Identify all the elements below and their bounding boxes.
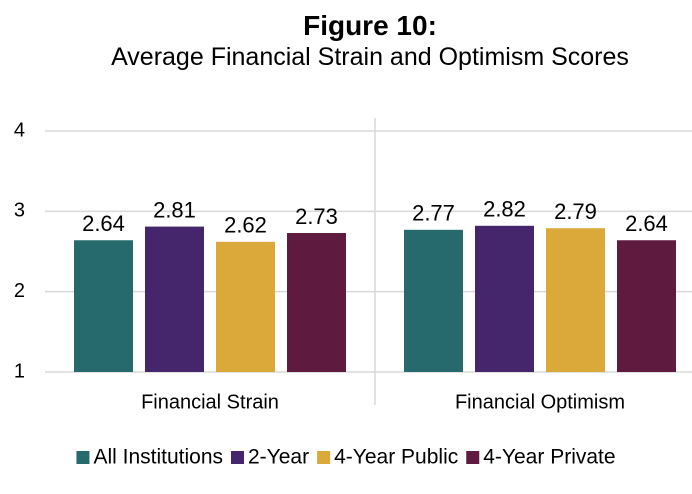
chart-title: Figure 10: bbox=[303, 10, 437, 41]
data-label: 2.64 bbox=[82, 211, 125, 236]
data-label: 2.82 bbox=[483, 197, 526, 222]
legend-swatch bbox=[466, 451, 480, 464]
legend-swatch bbox=[76, 451, 90, 464]
data-label: 2.79 bbox=[554, 199, 597, 224]
bar bbox=[617, 240, 676, 372]
x-tick-label: Financial Strain bbox=[141, 391, 279, 413]
bar bbox=[475, 225, 534, 372]
legend-label: 4-Year Public bbox=[334, 446, 458, 469]
data-label: 2.73 bbox=[295, 204, 338, 229]
legend-label: 4-Year Private bbox=[483, 446, 615, 469]
y-tick-label: 1 bbox=[14, 360, 25, 382]
legend-label: All Institutions bbox=[93, 446, 223, 469]
y-tick-label: 3 bbox=[14, 200, 25, 222]
bar bbox=[216, 241, 275, 372]
bar bbox=[404, 229, 463, 372]
bar bbox=[546, 228, 605, 372]
legend-swatch bbox=[231, 451, 245, 464]
header: Figure 10: Average Financial Strain and … bbox=[90, 10, 650, 72]
data-label: 2.81 bbox=[153, 197, 196, 222]
chart-subtitle: Average Financial Strain and Optimism Sc… bbox=[111, 43, 629, 71]
bar bbox=[145, 226, 204, 372]
bar bbox=[287, 233, 346, 372]
x-tick-label: Financial Optimism bbox=[455, 391, 625, 413]
legend-label: 2-Year bbox=[248, 446, 309, 469]
data-label: 2.77 bbox=[412, 201, 455, 226]
data-label: 2.62 bbox=[224, 213, 267, 238]
bar bbox=[74, 240, 133, 372]
legend-swatch bbox=[317, 451, 331, 464]
y-tick-label: 4 bbox=[14, 119, 25, 141]
data-label: 2.64 bbox=[625, 211, 668, 236]
y-tick-label: 2 bbox=[14, 280, 25, 302]
